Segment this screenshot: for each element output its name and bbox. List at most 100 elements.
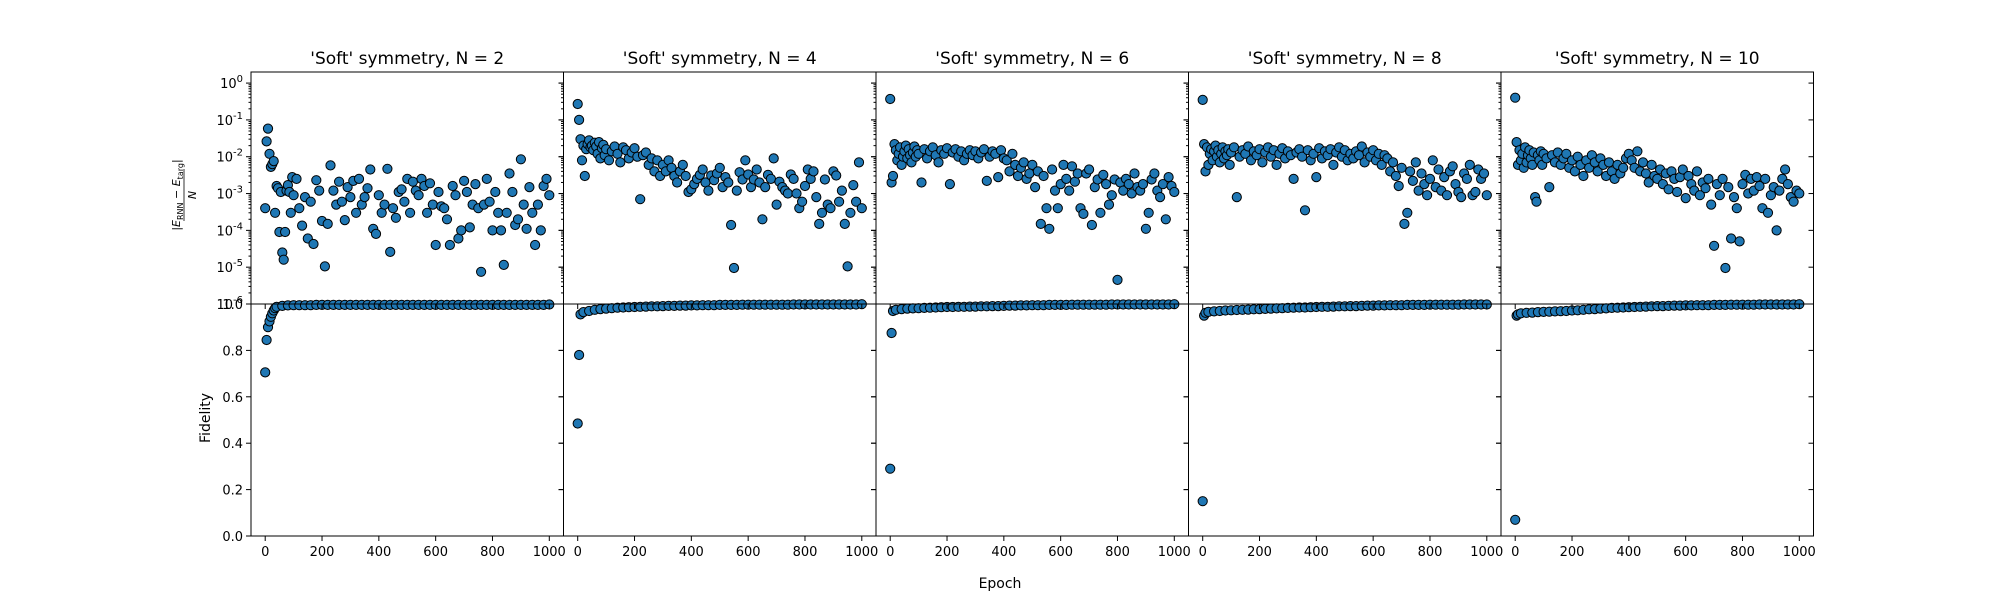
panel-title: 'Soft' symmetry, N = 10 — [1555, 49, 1760, 69]
panels: 'Soft' symmetry, N = 2 10-6 10-5 10-4 10-3 10… — [216, 49, 1815, 560]
fidelity-axes-frame — [250, 303, 564, 537]
fidelity-point — [1197, 496, 1208, 507]
energy-series — [260, 123, 555, 277]
energy-point — [507, 186, 518, 198]
energy-point — [760, 182, 771, 193]
energy-point — [808, 166, 819, 177]
xtick-label: 200 — [622, 545, 647, 560]
energy-point — [285, 207, 296, 218]
energy-ytick-label: 10-2 — [216, 148, 243, 166]
energy-point — [842, 261, 853, 272]
fidelity-point — [885, 463, 896, 474]
fidelity-ytick-label: 0.8 — [222, 344, 243, 359]
energy-point — [1140, 223, 1152, 234]
energy-point — [1047, 164, 1058, 175]
xtick-label: 600 — [1048, 545, 1073, 560]
energy-point — [407, 176, 418, 187]
energy-point — [797, 196, 808, 207]
energy-point — [933, 157, 944, 168]
energy-point — [1561, 148, 1572, 159]
energy-point — [370, 228, 382, 239]
energy-point — [1038, 170, 1049, 182]
energy-ytick-label: 100 — [220, 74, 243, 92]
xtick-label: 0 — [261, 545, 269, 560]
energy-point — [672, 177, 683, 188]
energy-point — [944, 179, 956, 190]
energy-point — [260, 203, 271, 214]
energy-point — [351, 207, 362, 218]
energy-point — [1405, 166, 1416, 177]
energy-point — [518, 199, 529, 210]
fidelity-ytick-label: 0.2 — [222, 484, 243, 499]
fidelity-axes-frame — [1500, 303, 1814, 537]
panel-title: 'Soft' symmetry, N = 4 — [623, 49, 817, 69]
energy-point — [288, 190, 299, 201]
energy-point — [757, 214, 768, 225]
energy-point — [1387, 157, 1399, 168]
energy-point — [916, 177, 927, 188]
energy-point — [1663, 184, 1674, 195]
fidelity-series — [572, 299, 867, 429]
energy-point — [325, 160, 336, 171]
energy-point — [1734, 236, 1745, 247]
energy-point — [1754, 180, 1765, 192]
energy-point — [1086, 219, 1098, 231]
energy-point — [1049, 185, 1061, 196]
xtick-label: 400 — [366, 545, 391, 560]
energy-point — [1578, 170, 1589, 182]
energy-point — [751, 164, 762, 175]
energy-point — [1643, 177, 1654, 188]
xtick-label: 800 — [1730, 545, 1755, 560]
energy-point — [629, 143, 640, 154]
energy-point — [1706, 199, 1717, 210]
xtick-label: 1000 — [1158, 545, 1191, 560]
energy-point — [1137, 179, 1149, 190]
fidelity-point — [574, 349, 585, 361]
energy-point — [1001, 155, 1012, 166]
energy-point — [424, 178, 436, 189]
energy-point — [1101, 179, 1112, 190]
energy-point — [1717, 173, 1728, 184]
energy-point — [261, 136, 272, 147]
energy-point — [322, 218, 333, 229]
energy-point — [1470, 186, 1481, 198]
energy-point — [427, 199, 438, 210]
minus-sign: − — [170, 186, 183, 202]
panel-title: 'Soft' symmetry, N = 8 — [1248, 49, 1442, 69]
energy-point — [382, 163, 393, 174]
energy-point — [1782, 179, 1794, 190]
energy-point — [848, 180, 859, 191]
energy-point — [359, 192, 370, 203]
energy-point — [603, 155, 615, 166]
energy-point — [782, 188, 794, 199]
energy-point — [1112, 274, 1123, 285]
energy-point — [319, 261, 330, 272]
fidelity-point — [886, 327, 897, 339]
energy-point — [1402, 207, 1413, 218]
energy-point — [487, 225, 498, 236]
energy-ytick-label: 10-4 — [216, 221, 243, 239]
energy-point — [1632, 146, 1643, 157]
energy-point — [1691, 166, 1703, 177]
energy-point — [481, 173, 492, 184]
energy-point — [1720, 262, 1731, 274]
energy-point — [1018, 157, 1029, 168]
xtick-label: 400 — [991, 545, 1016, 560]
energy-point — [1393, 180, 1404, 192]
denominator: N — [186, 191, 199, 199]
energy-point — [1703, 173, 1714, 184]
xtick-label: 400 — [679, 545, 704, 560]
energy-point — [433, 186, 444, 198]
energy-point — [1399, 218, 1410, 229]
energy-point — [1441, 190, 1453, 201]
xtick-label: 800 — [793, 545, 818, 560]
xtick-label: 1000 — [533, 545, 566, 560]
energy-point — [501, 207, 512, 218]
energy-point — [1774, 185, 1785, 196]
energy-point — [515, 154, 527, 165]
energy-point — [1376, 159, 1387, 170]
energy-point — [726, 219, 737, 231]
energy-point — [1123, 179, 1134, 190]
energy-point — [270, 207, 281, 218]
energy-point — [1066, 161, 1078, 172]
